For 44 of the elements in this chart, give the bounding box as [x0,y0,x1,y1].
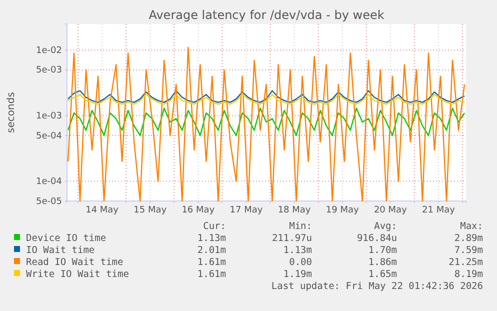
y-tick-label: 1e-02 [36,46,62,56]
legend-label: Device IO time [26,233,106,244]
text: 1.65m [368,269,398,280]
line-series [67,108,466,136]
text: 1.61m [197,257,226,268]
text: Min: [289,221,312,232]
x-tick-label: 14 May [86,205,120,216]
y-tick-label: 5e-05 [36,196,62,207]
legend-label: IO Wait time [26,245,95,256]
text: Max: [460,221,483,232]
x-tick-label: 16 May [182,205,216,216]
y-axis-title: seconds [6,92,17,133]
text: 211.97u [272,233,312,244]
legend-label: Read IO Wait time [26,257,124,268]
text: 1.19m [283,269,312,280]
text: 1.13m [283,245,312,256]
text: 1.61m [197,269,226,280]
y-tick-label: 1e-03 [36,112,62,122]
x-tick-label: 15 May [134,205,168,216]
text: 916.84u [356,233,397,244]
text: Avg: [374,221,397,232]
text: 2.01m [197,245,226,256]
text: 21.25m [448,257,484,268]
text: 2.89m [454,233,484,244]
text: 1.13m [197,233,226,244]
y-tick-label: 1e-04 [36,177,62,188]
x-tick-label: 18 May [278,205,312,216]
text: 7.59m [454,245,484,256]
line-series [67,90,466,103]
text: 1.70m [368,245,398,256]
y-tick-label: 5e-04 [36,131,62,142]
line-series [67,94,466,105]
legend-label: Write IO Wait time [26,269,130,280]
x-tick-label: 17 May [230,205,264,216]
y-tick-label: 5e-03 [36,66,62,76]
x-tick-label: 19 May [326,205,360,216]
text: 8.19m [454,269,484,280]
x-tick-label: 21 May [422,205,456,216]
x-tick-label: 20 May [374,205,408,216]
chart-title: Average latency for /dev/vda - by week [148,8,384,22]
text: 1.86m [368,257,398,268]
text: Cur: [203,221,226,232]
text: Last update: Fri May 22 01:42:36 2026 [271,281,484,292]
text: 0.00 [289,257,312,268]
